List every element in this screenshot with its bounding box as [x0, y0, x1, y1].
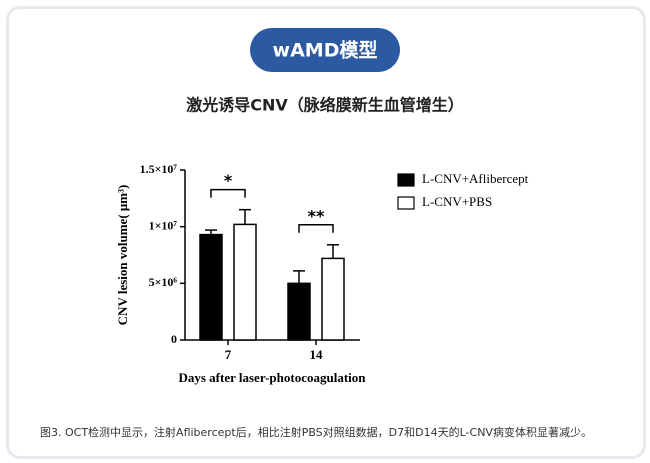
y-tick-label: 1×10⁷: [149, 218, 178, 232]
significance-bracket: [210, 188, 246, 198]
significance-label: *: [224, 171, 233, 190]
y-tick-label: 0: [171, 332, 177, 346]
legend-label: L-CNV+Aflibercept: [422, 171, 529, 186]
bar: [287, 282, 311, 341]
x-axis-label: Days after laser-photocoagulation: [178, 370, 366, 385]
subtitle: 激光诱导CNV（脉络膜新生血管增生）: [186, 96, 464, 115]
bar: [233, 223, 257, 341]
significance-bracket: [298, 224, 334, 233]
bar: [321, 257, 345, 341]
significance-label: **: [308, 206, 325, 225]
y-tick-label: 5×10⁶: [149, 275, 178, 289]
y-tick-label: 1.5×10⁷: [140, 162, 178, 176]
bar: [199, 233, 223, 341]
legend-swatch: [397, 196, 415, 210]
y-axis-label: CNV lesion volume( μm³): [115, 185, 130, 326]
legend-label: L-CNV+PBS: [422, 194, 492, 209]
x-tick-label: 14: [310, 347, 324, 362]
badge: [250, 28, 400, 72]
badge-text: wAMD模型: [273, 39, 378, 62]
legend-swatch: [397, 173, 415, 187]
x-tick-label: 7: [225, 347, 232, 362]
caption: 图3. OCT检测中显示，注射Aflibercept后，相比注射PBS对照组数据…: [40, 425, 592, 439]
card: [6, 6, 646, 459]
